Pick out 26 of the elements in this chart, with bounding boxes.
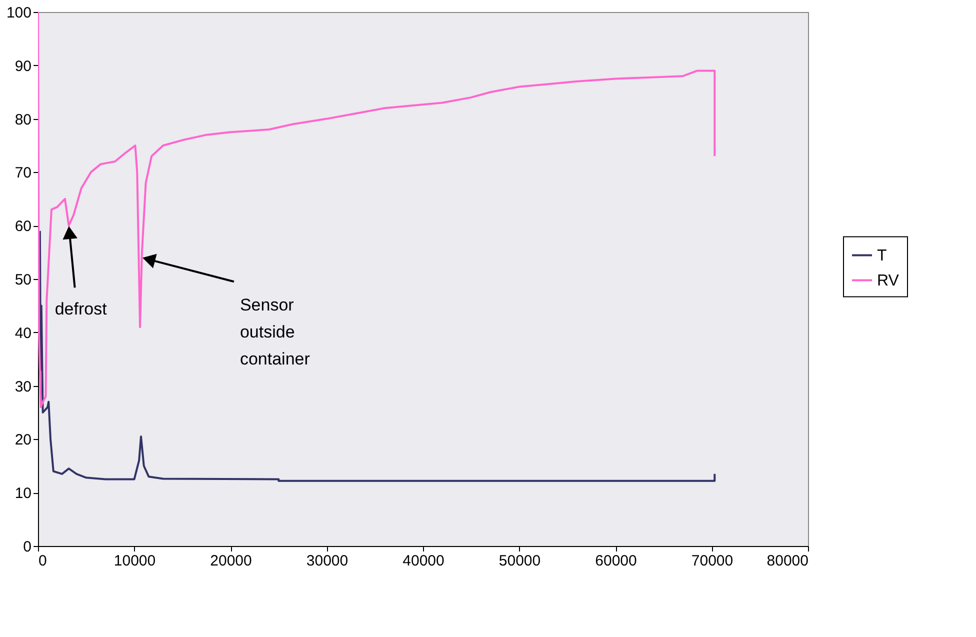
x-tick-label: 0: [38, 552, 47, 570]
annotation: Sensor outside container: [240, 296, 310, 369]
y-tick-label: 80: [14, 111, 32, 128]
line-series: [38, 230, 716, 482]
y-tick-label: 90: [14, 58, 32, 75]
y-tick-label: 100: [6, 4, 32, 22]
annotation: defrost: [54, 300, 108, 319]
x-tick-label: 70000: [691, 552, 734, 570]
line-series: [38, 12, 716, 408]
y-tick-label: 40: [14, 324, 32, 342]
y-tick-label: 0: [23, 538, 32, 556]
y-tick-label: 50: [14, 272, 32, 288]
x-tick-label: 20000: [210, 552, 252, 570]
x-tick-label: 40000: [402, 552, 444, 570]
x-tick-label: 60000: [595, 552, 637, 570]
x-tick-label: 50000: [498, 552, 541, 570]
y-tick-label: 60: [14, 218, 32, 236]
legend-label: T: [877, 247, 887, 264]
y-tick-label: 20: [14, 432, 32, 449]
x-tick-label: 80000: [766, 552, 808, 570]
x-tick-label: 10000: [114, 552, 156, 570]
legend-label: RV: [877, 272, 900, 290]
y-tick-label: 70: [14, 164, 32, 182]
y-tick-label: 10: [14, 485, 32, 502]
x-tick-label: 30000: [306, 552, 348, 570]
y-tick-label: 30: [14, 378, 32, 396]
